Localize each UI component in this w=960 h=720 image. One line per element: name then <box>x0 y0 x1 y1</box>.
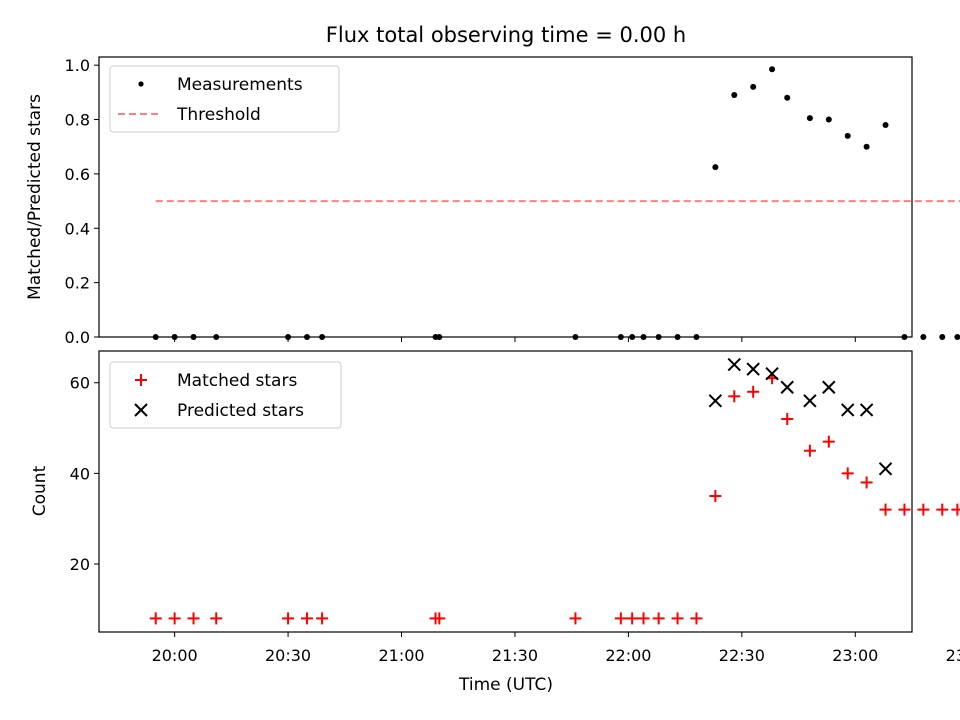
matched-star-point <box>300 612 313 625</box>
predicted-star-point <box>746 362 760 376</box>
matched-star-point <box>690 612 703 625</box>
matched-star-point <box>652 612 665 625</box>
measurement-point <box>863 143 870 150</box>
x-tick-label: 20:00 <box>152 646 198 665</box>
legend-predicted-label: Predicted stars <box>177 401 304 421</box>
x-tick-labels: 20:00 20:30 21:00 21:30 22:00 22:30 23:00 23:30… <box>152 646 960 665</box>
measurement-point <box>806 115 813 122</box>
bottom-y-tick-label: 60 <box>70 374 90 393</box>
matched-star-point <box>316 612 329 625</box>
matched-star-point <box>951 503 960 516</box>
matched-star-point <box>626 612 639 625</box>
predicted-star-point <box>780 380 794 394</box>
matched-star-point <box>898 503 911 516</box>
matched-star-point <box>569 612 582 625</box>
measurement-point <box>825 116 832 123</box>
predicted-star-point <box>878 462 893 476</box>
bottom-axes-frame <box>98 350 913 633</box>
bottom-panel: 20 40 60 20:00 20:30 21:00 21:30 22:00 22:30 23:… <box>30 350 960 695</box>
matched-star-point <box>709 490 722 503</box>
top-legend-box <box>109 65 340 133</box>
top-y-tick-label: 0.4 <box>65 219 90 238</box>
x-axis-label: Time (UTC) <box>458 675 553 695</box>
x-tick-label: 23:30 <box>946 646 960 665</box>
legend-measurements-marker <box>138 81 144 87</box>
matched-star-point <box>860 476 873 489</box>
bottom-legend: Matched stars Predicted stars <box>109 361 342 429</box>
x-tick-label: 22:00 <box>605 646 651 665</box>
matched-star-point <box>822 435 835 448</box>
matched-star-point <box>728 390 741 403</box>
matched-star-point <box>936 503 949 516</box>
matched-star-point <box>433 612 446 625</box>
x-tick-label: 21:30 <box>492 646 538 665</box>
top-x-ticks <box>174 337 856 342</box>
legend-threshold-label: Threshold <box>176 105 261 125</box>
top-axes-frame <box>98 56 913 338</box>
x-tick-label: 21:00 <box>378 646 424 665</box>
bottom-y-tick-label: 40 <box>70 464 90 483</box>
matched-star-point <box>614 612 627 625</box>
matched-star-point <box>879 503 892 516</box>
matched-star-point <box>917 503 930 516</box>
predicted-star-point <box>841 403 855 417</box>
x-tick-label: 22:30 <box>719 646 765 665</box>
matched-star-point <box>803 444 816 457</box>
matched-star-point <box>781 412 794 425</box>
bottom-y-axis-label: Count <box>30 465 50 516</box>
measurement-point <box>844 132 851 139</box>
measurement-point <box>954 334 960 340</box>
matched-star-point <box>637 612 650 625</box>
predicted-star-point <box>822 380 836 394</box>
measurement-point <box>784 94 791 101</box>
predicted-star-point <box>859 403 874 417</box>
top-y-tick-label: 0.6 <box>65 165 90 184</box>
measurement-point <box>939 334 946 340</box>
matched-star-point <box>671 612 684 625</box>
x-tick-label: 20:30 <box>265 646 311 665</box>
measurement-point <box>769 66 776 73</box>
top-panel: 0.0 0.2 0.4 0.6 0.8 1.0 Matched/Predicted sta… <box>25 56 960 347</box>
legend-matched-label: Matched stars <box>177 371 297 391</box>
predicted-star-point <box>727 357 741 372</box>
matched-star-point <box>841 467 854 480</box>
legend-matched-marker <box>135 374 147 386</box>
bottom-y-tick-labels: 20 40 60 <box>70 374 90 574</box>
top-y-ticks <box>94 64 99 338</box>
top-y-tick-label: 0.2 <box>65 274 90 293</box>
measurement-point <box>882 121 889 128</box>
matched-star-point <box>187 612 200 625</box>
predicted-star-point <box>765 366 779 381</box>
bottom-legend-box <box>109 361 342 429</box>
matched-star-point <box>282 612 295 625</box>
bottom-x-ticks <box>174 632 856 637</box>
chart-title: Flux total observing time = 0.00 h <box>326 23 686 47</box>
bottom-y-tick-label: 20 <box>70 555 90 574</box>
predicted-star-point <box>708 394 723 408</box>
measurement-point <box>712 164 719 171</box>
x-tick-label: 23:00 <box>832 646 878 665</box>
bottom-data-marks <box>149 357 960 625</box>
top-y-axis-label: Matched/Predicted stars <box>25 94 45 300</box>
top-legend: Measurements Threshold <box>109 65 340 133</box>
predicted-star-point <box>803 394 817 408</box>
top-y-tick-label: 0.8 <box>65 111 90 130</box>
measurement-point <box>731 92 738 99</box>
legend-measurements-label: Measurements <box>177 75 303 95</box>
legend-predicted-marker <box>134 403 148 417</box>
bottom-y-ticks <box>94 382 99 565</box>
matched-star-point <box>210 612 223 625</box>
matched-star-point <box>747 385 760 398</box>
top-data-marks <box>152 66 960 340</box>
top-y-tick-labels: 0.0 0.2 0.4 0.6 0.8 1.0 <box>65 56 90 347</box>
measurement-point <box>750 83 757 90</box>
top-y-tick-label: 0.0 <box>65 328 90 347</box>
top-y-tick-label: 1.0 <box>65 56 90 75</box>
measurement-point <box>920 334 927 340</box>
matched-star-point <box>168 612 181 625</box>
matched-star-point <box>149 612 162 625</box>
